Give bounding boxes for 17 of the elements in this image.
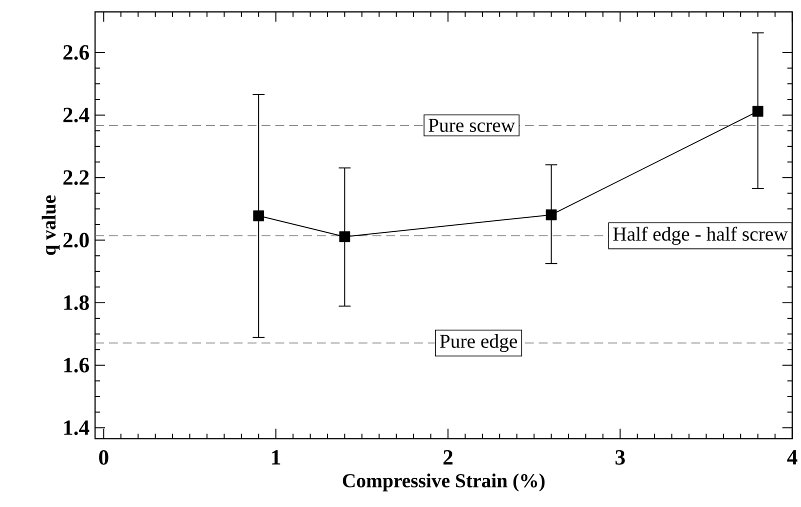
x-tick-label: 3	[616, 450, 625, 465]
ref-line-label: Pure edge	[440, 334, 518, 352]
y-tick-label: 2.0	[63, 232, 89, 248]
y-tick-label: 1.8	[64, 295, 89, 310]
y-tick-label: 1.4	[64, 420, 90, 436]
x-axis-title: Compressive Strain (%)	[342, 474, 545, 492]
x-tick-label: 4	[787, 450, 798, 464]
ref-line-label: Half edge - half screw	[613, 226, 788, 245]
x-tick-label: 1	[272, 450, 280, 464]
ref-line-label: Pure screw	[428, 118, 516, 132]
y-tick-label: 2.4	[63, 108, 90, 122]
y-tick-label: 1.6	[64, 358, 89, 373]
x-tick-label: 0	[99, 450, 108, 465]
y-axis-title: q value	[42, 195, 60, 255]
y-tick-label: 2.6	[63, 45, 89, 60]
x-tick-label: 2	[443, 450, 452, 464]
y-tick-label: 2.2	[63, 170, 89, 185]
